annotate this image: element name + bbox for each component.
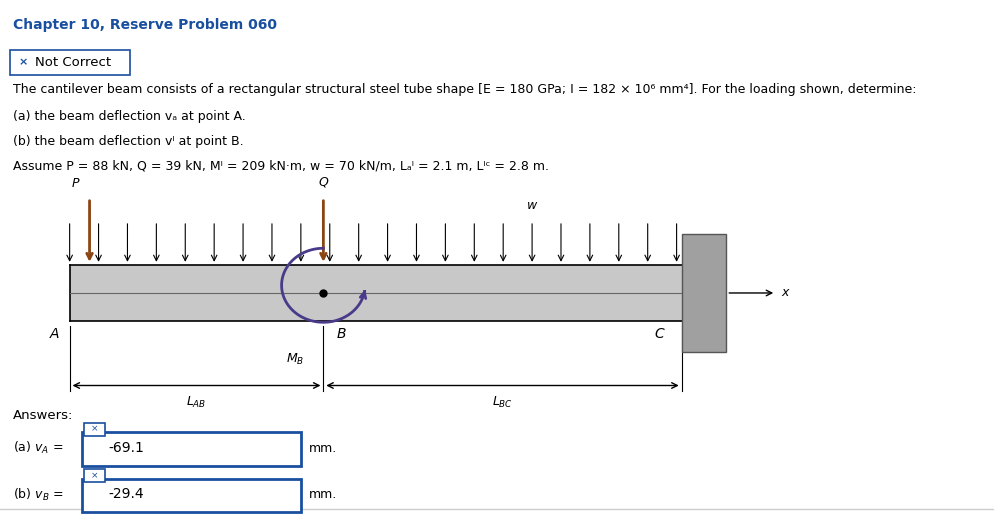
Text: (b) $v_B$ =: (b) $v_B$ = <box>13 486 64 503</box>
Text: The cantilever beam consists of a rectangular structural steel tube shape [E = 1: The cantilever beam consists of a rectan… <box>13 83 915 96</box>
Text: $M_B$: $M_B$ <box>286 352 304 367</box>
Text: mm.: mm. <box>308 488 336 501</box>
Bar <box>681 234 726 352</box>
Text: mm.: mm. <box>308 442 336 455</box>
Text: Assume P = 88 kN, Q = 39 kN, Mᴵ = 209 kN·m, w = 70 kN/m, Lₐᴵ = 2.1 m, Lᴵᶜ = 2.8 : Assume P = 88 kN, Q = 39 kN, Mᴵ = 209 kN… <box>13 159 549 172</box>
Text: Not Correct: Not Correct <box>35 56 111 69</box>
Text: B: B <box>336 327 346 341</box>
Text: w: w <box>527 199 537 212</box>
Bar <box>70 265 681 321</box>
Text: ×: × <box>19 57 28 67</box>
Text: Chapter 10, Reserve Problem 060: Chapter 10, Reserve Problem 060 <box>13 18 276 32</box>
Text: (a) $v_A$ =: (a) $v_A$ = <box>13 440 64 456</box>
FancyBboxPatch shape <box>10 50 130 75</box>
Text: $L_{BC}$: $L_{BC}$ <box>491 395 513 410</box>
Text: -29.4: -29.4 <box>108 487 144 502</box>
FancyBboxPatch shape <box>82 432 301 466</box>
Text: ×: × <box>90 425 98 434</box>
Text: $L_{AB}$: $L_{AB}$ <box>186 395 207 410</box>
Text: (b) the beam deflection vᴵ at point B.: (b) the beam deflection vᴵ at point B. <box>13 135 244 148</box>
Text: A: A <box>50 327 60 341</box>
Text: (a) the beam deflection vₐ at point A.: (a) the beam deflection vₐ at point A. <box>13 110 246 123</box>
Text: x: x <box>780 286 787 300</box>
Text: -69.1: -69.1 <box>108 441 144 455</box>
FancyBboxPatch shape <box>83 469 105 482</box>
Text: Q: Q <box>318 176 328 189</box>
FancyBboxPatch shape <box>82 479 301 512</box>
Text: P: P <box>72 177 80 190</box>
FancyBboxPatch shape <box>83 423 105 436</box>
Text: Answers:: Answers: <box>13 409 74 421</box>
Text: ×: × <box>90 471 98 480</box>
Text: C: C <box>654 327 664 341</box>
